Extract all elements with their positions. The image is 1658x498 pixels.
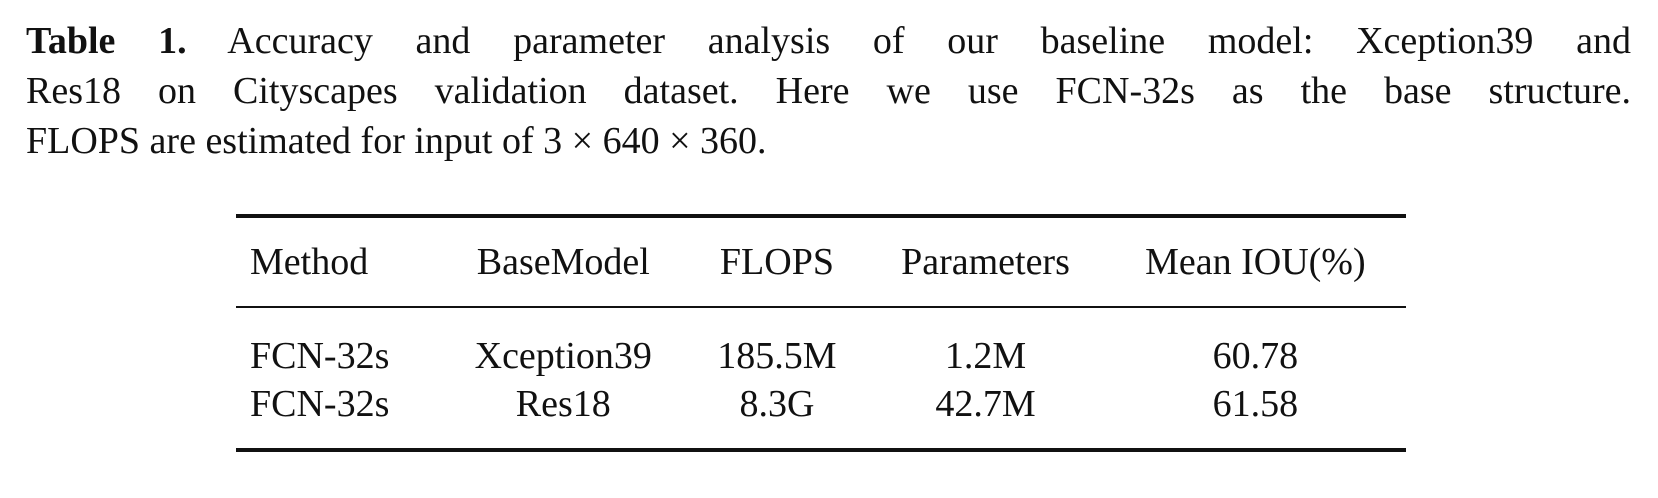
table-header-row: Method BaseModel FLOPS Parameters Mean I… — [236, 216, 1406, 307]
cell-flops: 8.3G — [739, 383, 815, 425]
caption-line-3: FLOPS are estimated for input of 3 × 640… — [26, 120, 767, 162]
header-parameters: Parameters — [901, 241, 1070, 283]
cell-mean-iou: 61.58 — [1212, 383, 1299, 425]
cell-basemodel: Xception39 — [474, 335, 652, 377]
cell-flops: 185.5M — [717, 335, 837, 377]
cell-basemodel: Res18 — [515, 383, 611, 425]
cell-method: FCN-32s — [250, 335, 390, 377]
table-row: FCN-32s Res18 8.3G 42.7M 61.58 — [236, 380, 1406, 450]
cell-mean-iou: 60.78 — [1212, 335, 1299, 377]
results-table-container: Method BaseModel FLOPS Parameters Mean I… — [236, 214, 1406, 452]
results-table: Method BaseModel FLOPS Parameters Mean I… — [236, 214, 1406, 452]
cell-method: FCN-32s — [250, 383, 390, 425]
table-row: FCN-32s Xception39 185.5M 1.2M 60.78 — [236, 307, 1406, 380]
table-caption: Table 1. Accuracy and parameter analysis… — [26, 16, 1631, 166]
cell-parameters: 1.2M — [944, 335, 1027, 377]
caption-line-2: Res18 on Cityscapes validation dataset. … — [26, 70, 1631, 112]
header-basemodel: BaseModel — [476, 241, 650, 283]
header-flops: FLOPS — [719, 241, 834, 283]
header-method: Method — [250, 241, 369, 283]
caption-text-1: Accuracy and parameter analysis of our b… — [227, 20, 1631, 62]
cell-parameters: 42.7M — [935, 383, 1036, 425]
caption-label: Table 1. — [26, 20, 187, 62]
header-mean-iou: Mean IOU(%) — [1145, 241, 1366, 283]
caption-line-1: Table 1. Accuracy and parameter analysis… — [26, 16, 1631, 66]
